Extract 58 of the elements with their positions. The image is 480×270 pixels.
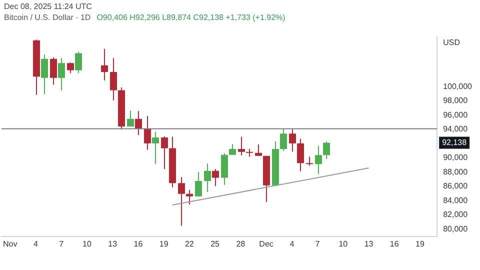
y-tick-label: 94,000 bbox=[443, 124, 468, 134]
candlestick bbox=[255, 144, 262, 156]
candlestick bbox=[152, 131, 159, 164]
x-tick-label: 16 bbox=[134, 239, 144, 248]
y-tick-label: 84,000 bbox=[443, 196, 468, 205]
candlestick bbox=[323, 141, 330, 160]
chart-title: Bitcoin / U.S. Dollar · 1D bbox=[4, 13, 91, 22]
chart-subtitle: O90,406 H92,296 L89,874 C92,138 +1,733 (+1.92%) bbox=[96, 13, 286, 22]
y-tick-label: 82,000 bbox=[443, 210, 468, 220]
y-tick-label: 80,000 bbox=[443, 224, 468, 234]
x-tick-label: 22 bbox=[184, 239, 194, 248]
candlestick bbox=[178, 176, 185, 226]
annotation: 92,138 bbox=[442, 138, 468, 147]
candlestick bbox=[280, 128, 287, 152]
x-tick-label: 4 bbox=[290, 239, 295, 248]
candlestick bbox=[75, 51, 82, 74]
candlestick bbox=[212, 168, 219, 187]
x-tick-label: 13 bbox=[364, 239, 374, 248]
candlestick bbox=[67, 62, 74, 74]
y-tick-label: 96,000 bbox=[443, 110, 468, 120]
x-tick-label: 19 bbox=[159, 239, 169, 248]
x-tick-label: 25 bbox=[210, 239, 220, 248]
x-tick-label: 13 bbox=[108, 239, 118, 248]
y-tick-label: 98,000 bbox=[443, 96, 468, 106]
candlestick bbox=[204, 163, 211, 192]
candlestick bbox=[41, 54, 48, 95]
x-tick-label: Dec bbox=[259, 239, 274, 248]
y-tick-label: 90,000 bbox=[443, 153, 468, 162]
x-tick-label: 7 bbox=[59, 239, 64, 248]
candlestick bbox=[161, 136, 168, 170]
y-tick-label: 86,000 bbox=[443, 182, 468, 191]
x-tick-label: 10 bbox=[338, 239, 348, 248]
candlestick bbox=[221, 152, 228, 186]
candlestick bbox=[186, 189, 193, 206]
x-tick-label: 10 bbox=[82, 239, 92, 248]
candlestick bbox=[58, 58, 65, 91]
x-tick-label: 28 bbox=[236, 239, 246, 248]
candlestick bbox=[50, 56, 57, 86]
candlestick bbox=[289, 128, 296, 152]
candlestick bbox=[238, 136, 245, 156]
candlestick bbox=[127, 110, 134, 127]
candlestick bbox=[195, 172, 202, 197]
candlestick bbox=[144, 115, 151, 150]
x-tick-label: 19 bbox=[416, 239, 425, 248]
x-tick-label: 4 bbox=[34, 239, 39, 248]
y-axis-title: USD bbox=[443, 38, 460, 48]
candlestick bbox=[110, 58, 117, 101]
candlestick bbox=[297, 138, 304, 172]
x-tick-label: 7 bbox=[315, 239, 320, 248]
y-tick-label: 88,000 bbox=[443, 167, 468, 176]
candlestick bbox=[135, 110, 142, 136]
candlestick bbox=[315, 145, 322, 175]
x-tick-label: 16 bbox=[390, 239, 400, 248]
x-tick-label: Nov bbox=[2, 239, 18, 248]
candlestick bbox=[101, 48, 108, 81]
y-tick-label: 100,000 bbox=[443, 82, 473, 91]
candlestick bbox=[229, 143, 236, 156]
text: Dec 08, 2025 11:24 UTC bbox=[4, 2, 92, 11]
